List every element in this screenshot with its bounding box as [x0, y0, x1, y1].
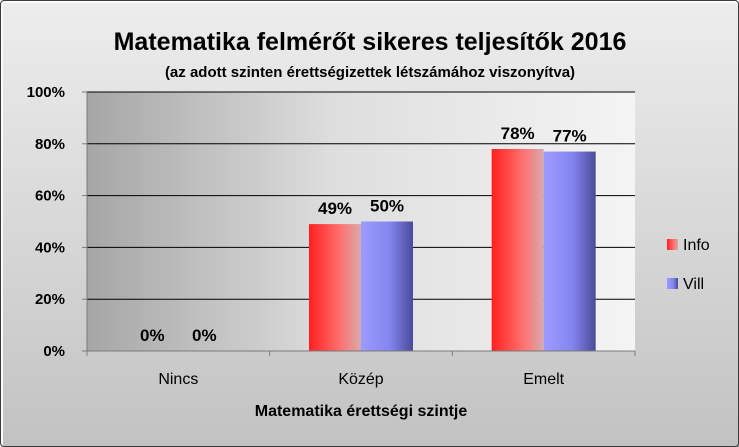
bar-info	[309, 224, 361, 351]
data-label: 0%	[140, 326, 165, 345]
legend-label: Vill	[683, 276, 704, 293]
data-label: 49%	[318, 199, 352, 218]
bar-vill	[543, 151, 596, 351]
chart-title: Matematika felmérőt sikeres teljesítők 2…	[114, 28, 627, 56]
data-label: 78%	[501, 124, 535, 143]
y-tick-label: 0%	[43, 343, 65, 360]
chart-subtitle: (az adott szinten érettségizettek létszá…	[165, 64, 575, 81]
y-tick-label: 80%	[35, 136, 65, 153]
data-label: 0%	[192, 326, 217, 345]
x-tick-label: Közép	[338, 371, 383, 388]
y-tick-label: 20%	[35, 291, 65, 308]
data-labels: 0% 0% 49% 50% 78% 77%	[140, 124, 587, 345]
x-axis-title: Matematika érettségi szintje	[255, 403, 468, 420]
x-tick-label: Emelt	[523, 371, 564, 388]
legend-swatch-vill	[667, 278, 678, 289]
data-label: 77%	[553, 127, 587, 146]
y-tick-label: 60%	[35, 188, 65, 205]
y-tick-label: 40%	[35, 239, 65, 256]
legend: Info Vill	[667, 237, 710, 293]
y-ticks: 0% 20% 40% 60% 80% 100%	[27, 84, 87, 360]
y-tick-label: 100%	[27, 84, 65, 101]
bar-info	[491, 148, 544, 351]
bars	[309, 148, 596, 351]
x-tick-label: Nincs	[158, 371, 198, 388]
bar-vill	[361, 221, 413, 351]
legend-swatch-info	[667, 239, 678, 250]
data-label: 50%	[370, 197, 404, 216]
legend-label: Info	[683, 237, 710, 254]
x-ticks: Nincs Közép Emelt	[86, 351, 636, 388]
